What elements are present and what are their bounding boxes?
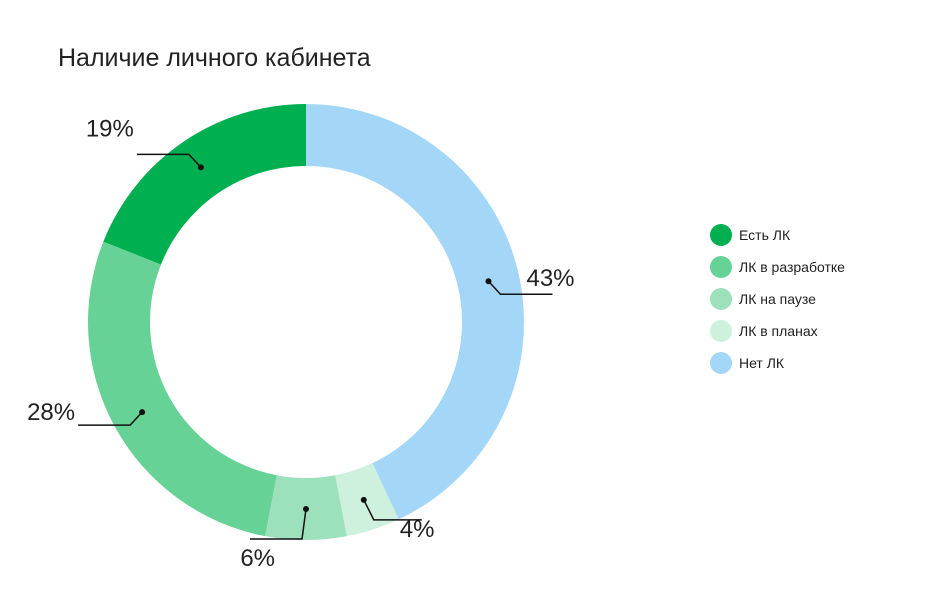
- legend-swatch-lk-planned: [710, 320, 732, 342]
- legend-label-has-lk: Есть ЛК: [739, 227, 791, 243]
- slice-has-lk: [103, 104, 307, 265]
- donut-slices: [87, 104, 524, 540]
- data-label-no-lk: 43%: [526, 265, 574, 292]
- legend-item-has-lk: Есть ЛК: [710, 224, 845, 246]
- leader-line-lk-in-development: [78, 411, 143, 426]
- data-label-has-lk: 19%: [86, 115, 134, 142]
- legend-item-lk-in-development: ЛК в разработке: [710, 256, 845, 278]
- legend-item-lk-paused: ЛК на паузе: [710, 288, 845, 310]
- slice-lk-in-development: [87, 241, 277, 537]
- legend-label-lk-in-development: ЛК в разработке: [739, 259, 845, 275]
- legend-label-lk-paused: ЛК на паузе: [739, 291, 816, 307]
- leader-line-lk-paused: [250, 508, 307, 540]
- legend-swatch-has-lk: [710, 224, 732, 246]
- slice-lk-planned: [335, 463, 399, 537]
- legend-label-lk-planned: ЛК в планах: [739, 323, 818, 339]
- chart-title: Наличие личного кабинета: [58, 44, 371, 72]
- leader-line-lk-planned: [363, 499, 422, 521]
- legend: Есть ЛК ЛК в разработке ЛК на паузе ЛК в пл…: [710, 224, 845, 384]
- slice-no-lk: [306, 104, 524, 520]
- legend-swatch-lk-in-development: [710, 256, 732, 278]
- data-label-lk-paused: 6%: [240, 545, 275, 572]
- data-label-lk-in-development: 28%: [27, 399, 75, 426]
- legend-item-no-lk: Нет ЛК: [710, 352, 845, 374]
- data-label-lk-planned: 4%: [400, 516, 435, 543]
- legend-label-no-lk: Нет ЛК: [739, 355, 785, 371]
- legend-swatch-no-lk: [710, 352, 732, 374]
- leader-line-no-lk: [487, 280, 553, 295]
- legend-item-lk-planned: ЛК в планах: [710, 320, 845, 342]
- donut-leaders: 19% 28% 6% 4% 43%: [27, 115, 574, 572]
- legend-swatch-lk-paused: [710, 288, 732, 310]
- leader-line-has-lk: [136, 153, 202, 168]
